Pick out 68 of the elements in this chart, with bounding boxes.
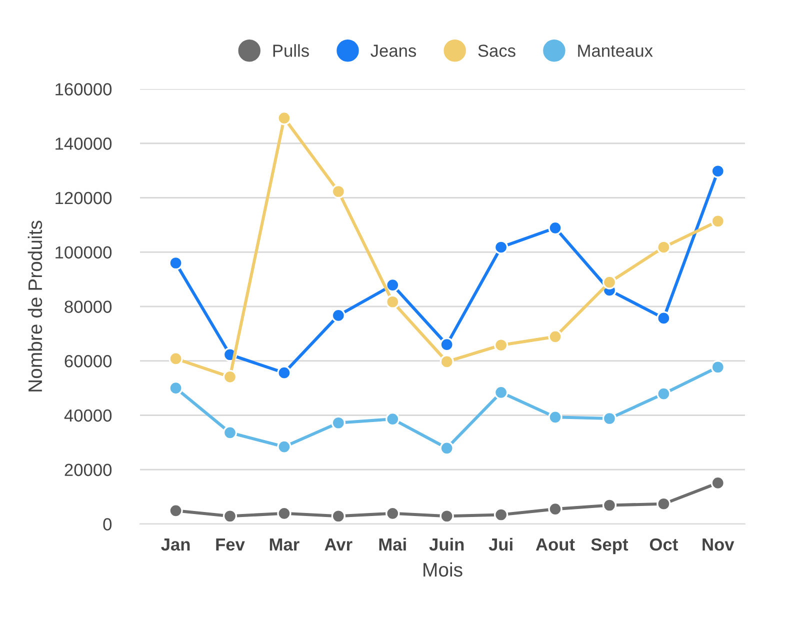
point [440,441,454,456]
point [386,506,400,520]
point [602,498,617,512]
point [222,426,238,440]
x-tick-label: Sept [591,538,628,554]
point [386,278,400,292]
point [277,506,292,520]
point [168,352,183,366]
y-tick-label: 140000 [56,138,112,150]
point [710,164,725,178]
point [386,294,400,309]
x-tick-label: Mai [379,538,406,551]
point [277,440,292,454]
x-tick-label: Avr [324,538,352,550]
point [331,416,346,430]
point [277,366,292,380]
point [331,184,346,199]
point [602,275,617,290]
y-axis-title: Nombre de Produits [28,220,42,392]
y-tick-label: 160000 [56,83,112,96]
y-tick-label: 0 [103,518,112,530]
point [277,111,292,126]
point [331,308,346,323]
point [548,330,562,344]
y-tick-label: 80000 [64,300,112,313]
point [656,240,671,254]
legend-label: Sacs [478,44,516,57]
y-tick-label: 20000 [64,464,112,476]
point [168,380,183,396]
y-tick-label: 100000 [56,246,112,259]
x-tick-label: Aout [536,538,575,551]
point [494,385,508,400]
point [168,504,183,518]
x-tick-label: Mar [270,538,300,551]
point [494,508,508,522]
point [494,338,508,352]
point [440,354,454,369]
x-tick-label: Fev [216,538,245,551]
point [168,256,183,270]
legend-label: Manteaux [578,44,653,57]
point [494,240,508,254]
point [656,311,671,326]
point [440,509,454,524]
legend-label: Jeans [370,44,416,57]
point [656,386,671,401]
point [331,509,346,524]
y-tick-label: 120000 [56,192,112,204]
point [656,496,671,511]
y-tick-label: 40000 [64,409,112,422]
point [548,502,562,516]
legend-label: Pulls [273,44,309,57]
point [548,220,562,236]
y-tick-label: 60000 [64,355,112,368]
x-tick-label: Nov [702,538,734,551]
point [710,476,725,490]
point [548,410,562,424]
point [710,214,725,228]
x-axis-title: Mois [424,562,462,577]
x-tick-label: Juin [429,538,464,551]
point [602,411,617,426]
point [710,360,725,374]
point [386,412,400,426]
point [222,370,238,384]
x-tick-label: Jan [161,538,190,551]
x-tick-label: Oct [650,538,678,551]
point [222,509,238,524]
x-tick-label: Jui [488,538,512,551]
point [440,337,454,352]
